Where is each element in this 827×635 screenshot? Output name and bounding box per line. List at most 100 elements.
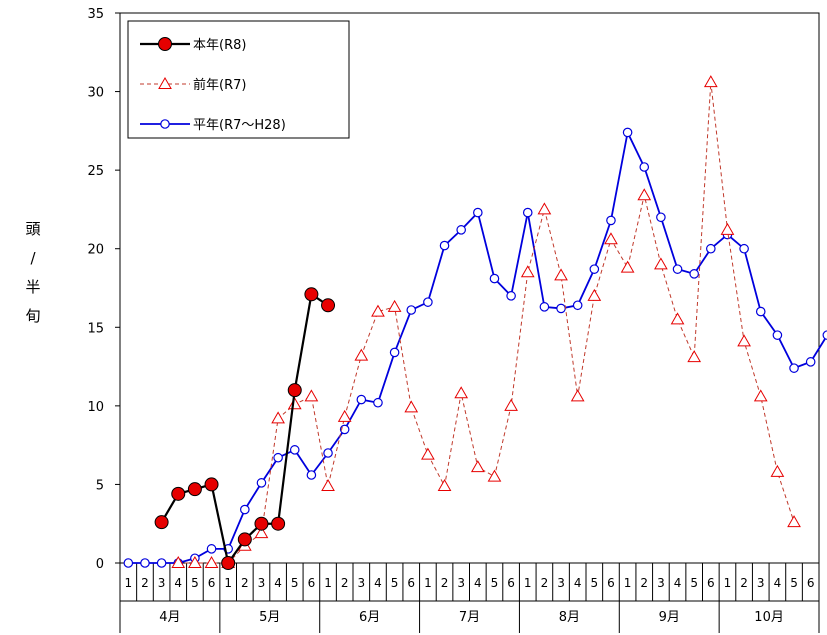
pentad-label: 2 [241,576,249,590]
series-line-2 [128,129,827,564]
point-1-4 [188,555,202,568]
y-axis-label: 頭 / 半旬 [25,220,40,325]
pentad-label: 5 [690,576,698,590]
point-0-11 [304,287,319,302]
pentad-label: 4 [274,576,282,590]
point-2-7 [240,504,250,515]
point-1-38 [753,389,768,402]
month-label: 6月 [359,610,380,625]
pentad-label: 3 [557,576,565,590]
pentad-label: 4 [174,576,182,590]
pentad-label: 3 [258,576,266,590]
point-1-28 [587,288,602,301]
point-0-3 [171,486,186,501]
point-1-39 [770,464,785,477]
pentad-label: 3 [757,576,765,590]
pentad-label: 4 [574,576,582,590]
pentad-label: 5 [391,576,399,590]
point-2-26 [556,303,566,314]
pentad-label: 2 [141,576,149,590]
month-label: 4月 [159,610,180,625]
point-1-5 [204,555,219,568]
pentad-label: 2 [740,576,748,590]
legend-marker-2 [160,119,170,129]
point-2-22 [489,273,500,284]
point-1-18 [421,447,435,460]
point-1-37 [737,334,751,347]
point-1-14 [354,348,369,361]
point-2-42 [822,330,827,340]
point-1-9 [271,411,285,424]
point-2-2 [156,558,167,568]
point-1-30 [620,260,635,273]
pentad-label: 2 [541,576,549,590]
pentad-label: 3 [457,576,465,590]
point-2-40 [789,363,799,373]
point-0-6 [221,556,236,570]
y-tick-label-0: 0 [96,557,104,572]
y-axis-label-char: 半 [25,278,40,296]
point-0-4 [187,482,202,497]
point-2-38 [755,306,766,317]
pentad-label: 1 [424,576,432,590]
pentad-label: 1 [125,576,133,590]
point-2-1 [140,558,150,568]
legend-label-0: 本年(R8) [193,38,246,53]
pentad-label: 3 [158,576,166,590]
point-2-5 [206,544,217,554]
legend: 本年(R8) 前年(R7) 平年(R7～H28) [127,20,350,139]
y-axis-label-char: 旬 [25,307,40,325]
point-2-39 [772,330,783,340]
y-axis-label-char: / [30,249,36,267]
legend-label-1: 前年(R7) [193,77,246,93]
point-1-19 [437,478,452,491]
point-1-40 [787,515,801,528]
point-1-31 [637,188,652,201]
point-1-22 [487,469,502,482]
pentad-label: 5 [191,576,199,590]
point-2-21 [473,207,483,218]
point-1-21 [470,460,485,473]
point-2-37 [739,243,749,254]
point-2-23 [506,291,516,301]
point-2-10 [289,445,300,455]
y-tick-label-4: 20 [87,243,104,258]
legend-label-2: 平年(R7～H28) [193,118,286,133]
point-1-17 [404,400,419,413]
point-2-28 [589,264,600,274]
pentad-label: 1 [624,576,632,590]
point-1-27 [570,389,585,402]
point-2-8 [256,478,267,488]
pentad-label: 6 [407,576,415,590]
month-label: 8月 [559,610,580,625]
pentad-label: 5 [291,576,299,590]
series-line-0 [160,292,329,566]
point-1-3 [171,555,186,568]
point-1-36 [720,222,735,235]
month-label: 5月 [259,610,280,625]
point-1-25 [537,202,552,215]
point-2-29 [606,215,616,226]
point-2-31 [639,162,650,172]
series-line-1 [178,82,795,564]
point-1-24 [520,265,535,278]
point-2-32 [656,212,666,223]
y-tick-label-6: 30 [87,86,104,101]
point-2-16 [389,347,400,358]
point-1-23 [504,398,518,411]
legend-marker-0 [158,37,172,51]
point-2-35 [706,243,716,254]
pentad-label: 4 [474,576,482,590]
y-tick-label-5: 25 [87,164,104,179]
point-1-20 [454,386,469,399]
legend-marker-1 [158,76,172,89]
pentad-label: 3 [657,576,665,590]
point-0-12 [321,298,336,313]
point-2-25 [539,302,550,312]
point-2-34 [689,269,699,279]
point-0-8 [254,516,269,531]
point-2-33 [672,264,683,274]
point-1-16 [387,299,402,312]
pentad-label: 1 [524,576,532,590]
